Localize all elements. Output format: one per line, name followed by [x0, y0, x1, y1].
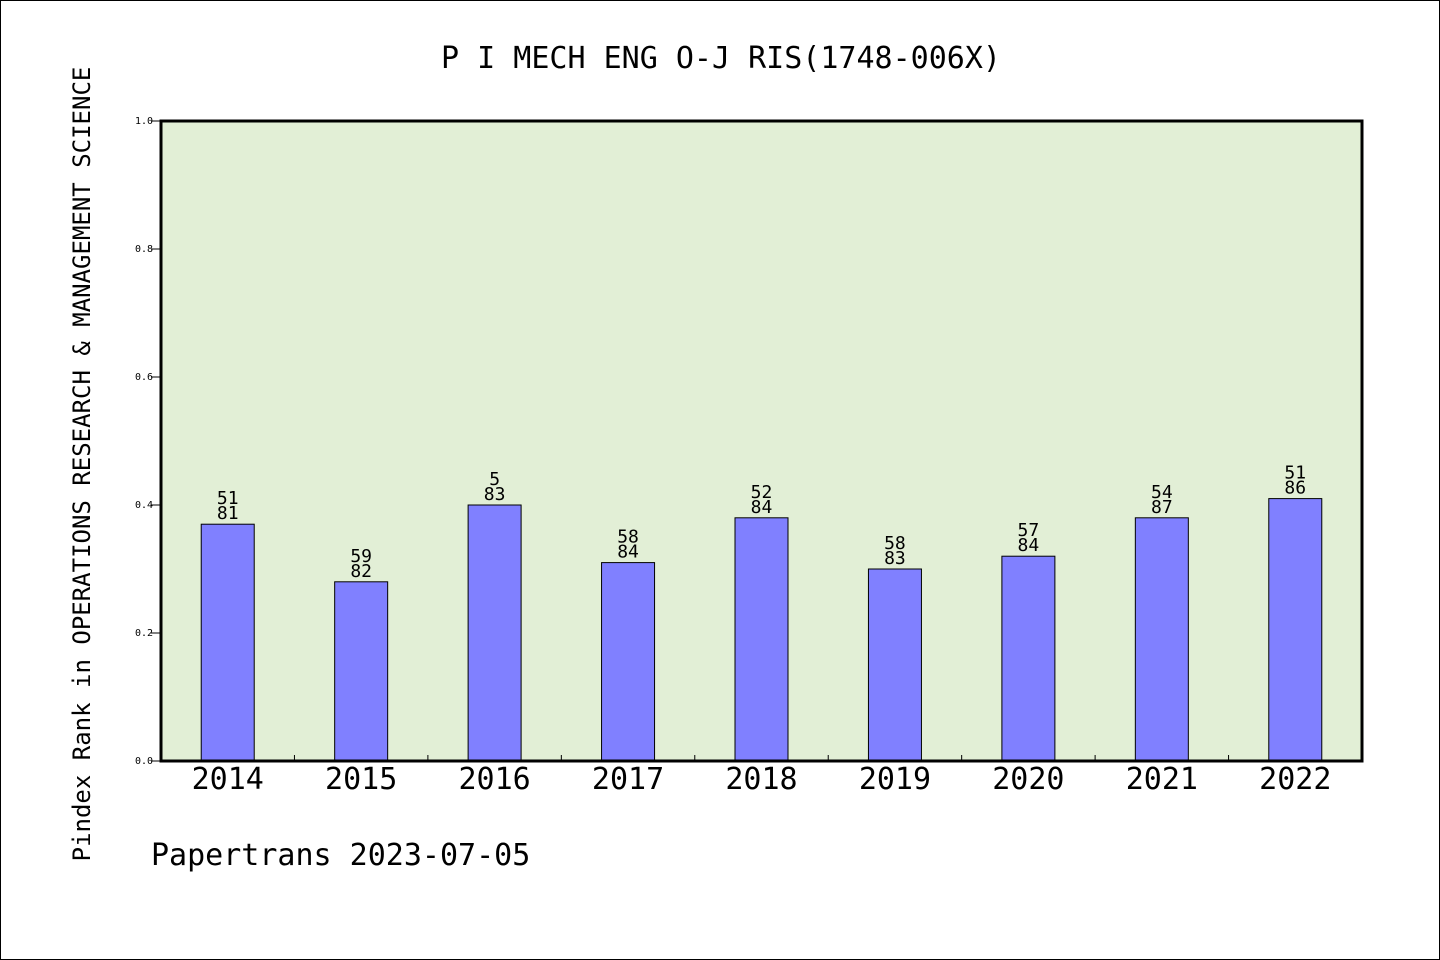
x-tick-label: 2018 — [725, 762, 797, 797]
bar-label-top: 57 — [1018, 520, 1040, 541]
axis-ticks: 0.0 0.2 0.4 0.6 0.8 1.0 — [135, 116, 1230, 767]
bar-label-bottom: 82 — [350, 561, 372, 582]
x-tick-label: 2019 — [859, 762, 931, 797]
chart-title: P I MECH ENG O-J RIS(1748-006X) — [441, 41, 1001, 76]
bar-label-top: 51 — [1284, 463, 1306, 484]
bar-2021 — [1134, 517, 1189, 762]
bar-2014 — [200, 523, 255, 762]
bar-2017 — [601, 562, 656, 762]
y-axis-label: Pindex Rank in OPERATIONS RESEARCH & MAN… — [68, 67, 96, 862]
bar-label-bottom: 81 — [217, 503, 239, 524]
bar-2022 — [1268, 498, 1323, 762]
x-tick-label: 2016 — [458, 762, 530, 797]
y-tick-label: 0.2 — [135, 628, 153, 639]
bar-label-bottom: 84 — [1018, 535, 1040, 556]
y-tick-label: 0.8 — [135, 244, 153, 255]
y-tick-label: 0.4 — [135, 500, 153, 511]
bars — [200, 498, 1323, 762]
bar-label-top: 54 — [1151, 482, 1173, 503]
x-tick-label: 2017 — [592, 762, 664, 797]
bar-label-bottom: 87 — [1151, 497, 1173, 518]
bar-label-top: 59 — [350, 546, 372, 567]
x-tick-label: 2022 — [1259, 762, 1331, 797]
bar-label-bottom: 84 — [617, 542, 639, 563]
footer-credit: Papertrans 2023-07-05 — [151, 838, 530, 873]
bar-label-bottom: 86 — [1284, 478, 1306, 499]
x-tick-label: 2015 — [325, 762, 397, 797]
y-tick-label: 0.0 — [135, 756, 153, 767]
bar-2020 — [1001, 555, 1056, 762]
plot-frame — [159, 119, 1364, 763]
x-tick-label: 2020 — [992, 762, 1064, 797]
bar-label-top: 52 — [751, 482, 773, 503]
bar-label-top: 58 — [884, 533, 906, 554]
bar-2019 — [867, 568, 922, 762]
y-tick-label: 0.6 — [135, 372, 153, 383]
bar-label-top: 51 — [217, 488, 239, 509]
x-tick-label: 2021 — [1126, 762, 1198, 797]
bar-2018 — [734, 517, 789, 762]
y-tick-label: 1.0 — [135, 116, 153, 127]
bar-label-top: 5 — [489, 469, 500, 490]
bar-label-bottom: 84 — [751, 497, 773, 518]
bar-2015 — [334, 581, 389, 762]
bar-label-top: 58 — [617, 527, 639, 548]
bar-2016 — [467, 504, 522, 762]
x-tick-labels: 2014 2015 2016 2017 2018 2019 2020 2021 2022 — [192, 762, 1332, 797]
bar-label-bottom: 83 — [484, 484, 506, 505]
bar-label-bottom: 83 — [884, 548, 906, 569]
x-tick-label: 2014 — [192, 762, 264, 797]
